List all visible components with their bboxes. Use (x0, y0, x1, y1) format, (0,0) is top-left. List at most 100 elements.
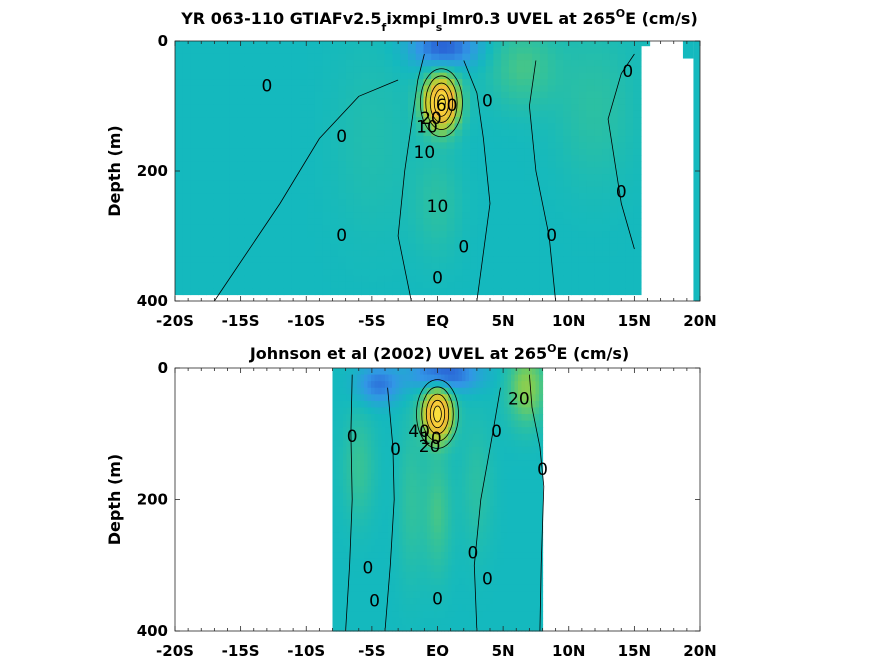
heatmap-cell (346, 433, 351, 441)
heatmap-cell (532, 91, 541, 99)
heatmap-cell (439, 117, 448, 124)
heatmap-cell (472, 394, 477, 402)
heatmap-cell (369, 174, 378, 182)
heatmap-cell (555, 218, 564, 226)
heatmap-cell (476, 440, 481, 448)
heatmap-cell (369, 199, 378, 207)
heatmap-cell (339, 598, 344, 606)
heatmap-cell (547, 155, 557, 163)
heatmap-cell (470, 161, 479, 169)
heatmap-cell (497, 624, 502, 632)
heatmap-cell (291, 186, 300, 194)
heatmap-cell (508, 193, 518, 201)
heatmap-cell (402, 381, 407, 389)
heatmap-cell (539, 104, 549, 112)
heatmap-cell (539, 161, 549, 169)
heatmap-cell (602, 104, 611, 112)
heatmap-cell (539, 142, 549, 150)
heatmap-cell (221, 275, 230, 283)
heatmap-cell (511, 532, 516, 540)
heatmap-cell (609, 47, 619, 55)
heatmap-cell (376, 155, 386, 163)
heatmap-cell (525, 565, 530, 573)
heatmap-cell (338, 142, 347, 150)
contour-label: 20 (420, 109, 442, 129)
heatmap-cell (385, 407, 390, 415)
heatmap-cell (446, 218, 456, 226)
heatmap-cell (479, 400, 484, 409)
heatmap-cell (427, 374, 432, 382)
heatmap-cell (602, 275, 611, 283)
heatmap-cell (465, 591, 470, 599)
heatmap-cell (353, 193, 362, 201)
heatmap-cell (444, 552, 449, 560)
heatmap-cell (465, 492, 470, 501)
heatmap-cell (455, 440, 460, 448)
heatmap-cell (427, 611, 432, 619)
heatmap-cell (586, 174, 595, 182)
heatmap-cell (392, 611, 397, 619)
heatmap-cell (458, 617, 463, 626)
heatmap-cell (407, 243, 417, 251)
heatmap-cell (477, 148, 487, 156)
heatmap-cell (420, 565, 425, 573)
heatmap-cell (563, 199, 572, 207)
heatmap-cell (400, 275, 409, 283)
heatmap-cell (525, 499, 530, 507)
heatmap-cell (490, 538, 495, 547)
heatmap-cell (493, 281, 502, 289)
heatmap-cell (330, 167, 339, 175)
heatmap-cell (458, 552, 463, 560)
heatmap-cell (465, 486, 470, 494)
heatmap-cell (462, 433, 467, 441)
heatmap-cell (455, 538, 460, 547)
heatmap-cell (617, 104, 627, 112)
heatmap-cell (198, 148, 207, 156)
heatmap-cell (415, 193, 425, 201)
heatmap-cell (431, 237, 440, 245)
heatmap-cell (532, 281, 541, 289)
heatmap-cell (532, 117, 541, 124)
heatmap-cell (385, 433, 390, 441)
heatmap-cell (175, 218, 184, 226)
heatmap-cell (571, 212, 580, 220)
heatmap-cell (374, 584, 379, 593)
heatmap-cell (420, 604, 425, 612)
heatmap-cell (399, 433, 404, 441)
contour-line (425, 393, 450, 435)
heatmap-cell (451, 532, 456, 540)
heatmap-cell (528, 604, 533, 612)
heatmap-cell (602, 47, 611, 55)
heatmap-cell (307, 212, 316, 220)
heatmap-cell (385, 565, 390, 573)
heatmap-cell (252, 110, 262, 118)
heatmap-cell (439, 110, 448, 118)
heatmap-cell (420, 486, 425, 494)
heatmap-cell (571, 231, 580, 239)
heatmap-cell (369, 85, 378, 93)
heatmap-cell (602, 117, 611, 124)
heatmap-cell (357, 374, 362, 382)
heatmap-cell (455, 394, 460, 402)
heatmap-cell (578, 110, 588, 118)
heatmap-cell (514, 538, 519, 547)
heatmap-cell (385, 400, 390, 409)
heatmap-cell (322, 117, 331, 124)
heatmap-cell (413, 394, 418, 402)
heatmap-cell (182, 205, 192, 213)
heatmap-cell (384, 53, 394, 61)
heatmap-cell (395, 407, 400, 415)
heatmap-cell (314, 186, 324, 194)
heatmap-cell (367, 394, 372, 402)
heatmap-cell (275, 79, 285, 86)
heatmap-cell (514, 525, 519, 533)
heatmap-cell (524, 199, 533, 207)
heatmap-cell (407, 161, 417, 169)
heatmap-cell (409, 499, 414, 507)
heatmap-cell (182, 186, 192, 194)
heatmap-cell (528, 394, 533, 402)
heatmap-cell (381, 598, 386, 606)
heatmap-cell (524, 243, 533, 251)
heatmap-cell (454, 250, 463, 258)
heatmap-cell (339, 604, 344, 612)
